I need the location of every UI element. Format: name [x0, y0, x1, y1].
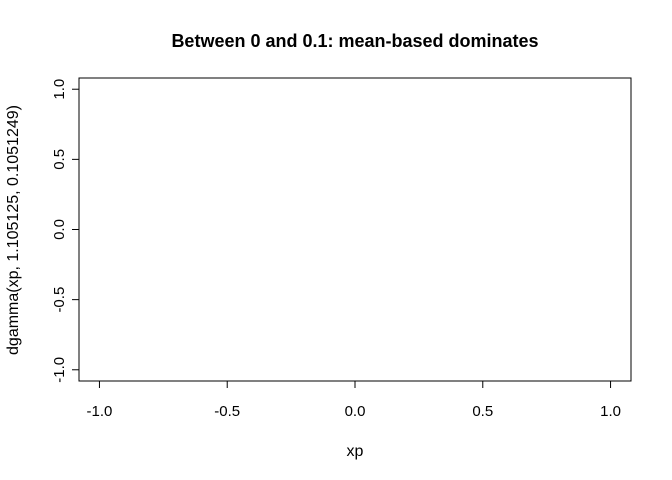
- y-axis: -1.0 -0.5 0.0 0.5 1.0: [51, 79, 80, 383]
- x-tick-label: 1.0: [600, 403, 621, 420]
- x-axis: -1.0 -0.5 0.0 0.5 1.0: [87, 380, 621, 420]
- y-tick-label: 1.0: [51, 79, 68, 100]
- y-tick-label: 0.5: [51, 149, 68, 170]
- y-tick-label: 0.0: [51, 219, 68, 240]
- y-tick-label: -0.5: [51, 287, 68, 313]
- x-tick-label: 0.5: [472, 403, 493, 420]
- x-tick-label: -0.5: [214, 403, 240, 420]
- y-tick-label: -1.0: [51, 357, 68, 383]
- y-axis-label: dgamma(xp, 1.105125, 0.1051249): [5, 105, 22, 355]
- plot-frame: [78, 77, 632, 382]
- x-axis-label: xp: [347, 443, 364, 460]
- x-tick-label: 0.0: [345, 403, 366, 420]
- x-tick-label: -1.0: [87, 403, 113, 420]
- chart-title: Between 0 and 0.1: mean-based dominates: [171, 31, 538, 51]
